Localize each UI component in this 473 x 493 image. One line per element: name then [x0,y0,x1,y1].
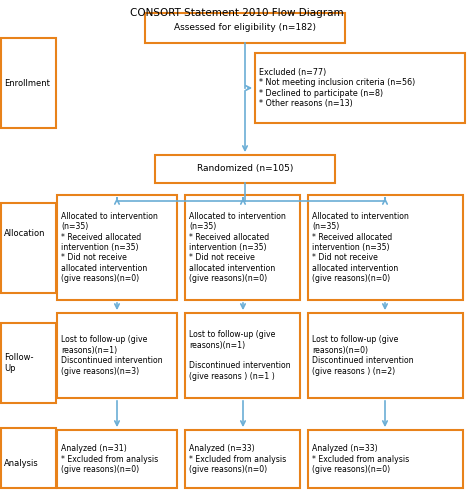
Text: Follow-
Up: Follow- Up [4,353,34,373]
Bar [145,13,345,43]
Bar [155,155,335,183]
Bar [185,195,300,300]
Text: Lost to follow-up (give
reasons)(n=0)
Discontinued intervention
(give reasons ) : Lost to follow-up (give reasons)(n=0) Di… [312,335,413,376]
Text: CONSORT Statement 2010 Flow Diagram: CONSORT Statement 2010 Flow Diagram [130,8,343,18]
Text: Enrollment: Enrollment [4,78,50,87]
Text: Allocation: Allocation [4,228,45,238]
Bar [1,323,56,403]
Text: Analyzed (n=31)
* Excluded from analysis
(give reasons)(n=0): Analyzed (n=31) * Excluded from analysis… [61,444,158,474]
Bar [57,313,177,398]
Bar [1,38,56,128]
Text: Lost to follow-up (give
reasons)(n=1)
Discontinued intervention
(give reasons)(n: Lost to follow-up (give reasons)(n=1) Di… [61,335,163,376]
Bar [1,428,56,488]
Text: Analyzed (n=33)
* Excluded from analysis
(give reasons)(n=0): Analyzed (n=33) * Excluded from analysis… [189,444,286,474]
Bar [308,313,463,398]
Text: Assessed for eligibility (n=182): Assessed for eligibility (n=182) [174,24,316,33]
Bar [255,53,465,123]
Text: Allocated to intervention
(n=35)
* Received allocated
intervention (n=35)
* Did : Allocated to intervention (n=35) * Recei… [189,212,286,283]
Bar [185,313,300,398]
Text: Lost to follow-up (give
reasons)(n=1)

Discontinued intervention
(give reasons ): Lost to follow-up (give reasons)(n=1) Di… [189,330,290,381]
Bar [308,195,463,300]
Bar [308,430,463,488]
Text: Allocated to intervention
(n=35)
* Received allocated
intervention (n=35)
* Did : Allocated to intervention (n=35) * Recei… [312,212,409,283]
Bar [57,195,177,300]
Text: Excluded (n=77)
* Not meeting inclusion criteria (n=56)
* Declined to participat: Excluded (n=77) * Not meeting inclusion … [259,68,415,108]
Text: Allocated to intervention
(n=35)
* Received allocated
intervention (n=35)
* Did : Allocated to intervention (n=35) * Recei… [61,212,158,283]
Bar [57,430,177,488]
Text: Randomized (n=105): Randomized (n=105) [197,165,293,174]
Text: Analysis: Analysis [4,458,39,467]
Text: Analyzed (n=33)
* Excluded from analysis
(give reasons)(n=0): Analyzed (n=33) * Excluded from analysis… [312,444,409,474]
Bar [185,430,300,488]
Bar [1,203,56,293]
